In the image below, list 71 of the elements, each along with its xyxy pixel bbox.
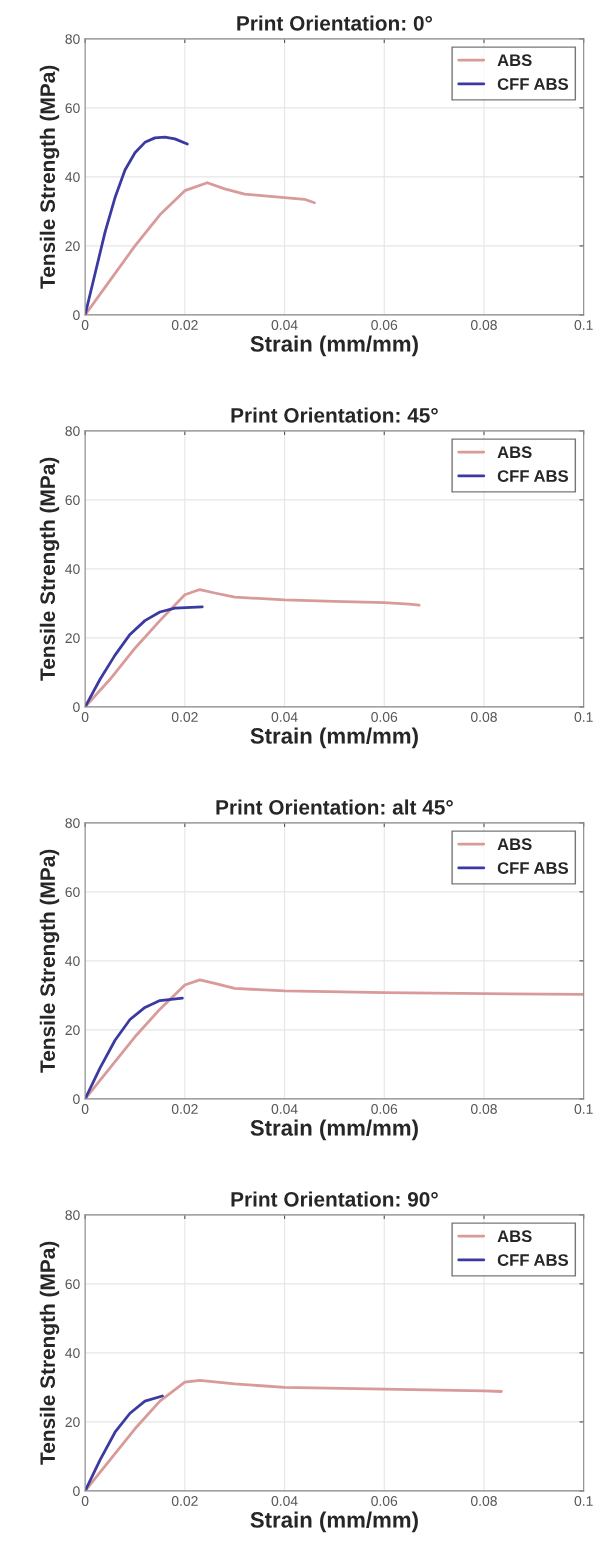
x-tick-label: 0.02: [171, 1104, 198, 1114]
x-tick-label: 0.1: [574, 320, 593, 330]
x-tick-label: 0: [81, 712, 89, 722]
y-tick-label: 80: [65, 1210, 80, 1220]
legend-label: ABS: [497, 1230, 532, 1243]
line-series: [85, 181, 316, 315]
x-tick-label: 0: [81, 1496, 89, 1506]
y-tick-label: 20: [65, 1025, 80, 1036]
x-tick-label: 0.1: [574, 1496, 593, 1506]
line-series: [85, 1379, 503, 1491]
legend-label: CFF ABS: [497, 78, 569, 90]
y-axis-title: Tensile Strength (MPa): [39, 457, 60, 681]
x-tick-label: 0.08: [471, 1104, 497, 1114]
y-axis-title: Tensile Strength (MPa): [39, 65, 60, 289]
line-series: [85, 996, 184, 1099]
y-tick-label: 60: [65, 103, 80, 114]
legend-label: CFF ABS: [497, 470, 569, 482]
x-tick-label: 0.06: [371, 712, 398, 722]
x-axis-title: Strain (mm/mm): [250, 335, 418, 357]
y-tick-label: 20: [65, 241, 80, 252]
x-tick-label: 0.08: [471, 1496, 497, 1506]
x-tick-label: 0.04: [271, 1104, 298, 1114]
y-tick-label: 40: [65, 1348, 80, 1359]
y-tick-label: 80: [65, 426, 80, 436]
line-series: [85, 135, 189, 315]
y-tick-label: 40: [65, 956, 80, 967]
y-tick-label: 20: [65, 1417, 80, 1428]
y-axis-title: Tensile Strength (MPa): [39, 1241, 60, 1465]
x-axis-title: Strain (mm/mm): [250, 727, 418, 749]
y-axis-title: Tensile Strength (MPa): [39, 849, 60, 1073]
x-tick-label: 0.08: [471, 320, 497, 330]
chart-title: Print Orientation: 0°: [237, 15, 433, 31]
x-tick-label: 0.04: [271, 712, 298, 722]
y-tick-label: 60: [65, 495, 80, 506]
x-tick-label: 0.06: [371, 320, 398, 330]
line-series: [85, 588, 421, 707]
x-tick-label: 0: [81, 320, 89, 330]
x-tick-label: 0.02: [171, 320, 198, 330]
line-series: [85, 605, 204, 707]
x-tick-label: 0.04: [271, 320, 298, 330]
x-tick-label: 0.1: [574, 712, 593, 722]
y-tick-label: 20: [65, 633, 80, 644]
x-tick-label: 0.06: [371, 1104, 398, 1114]
y-tick-label: 40: [65, 564, 80, 575]
y-tick-label: 40: [65, 172, 80, 183]
x-tick-label: 0.06: [371, 1496, 398, 1506]
x-tick-label: 0.04: [271, 1496, 298, 1506]
x-tick-label: 0: [81, 1104, 89, 1114]
line-series: [85, 1394, 164, 1491]
y-tick-label: 0: [73, 310, 80, 321]
chart-title: Print Orientation: 90°: [231, 1191, 438, 1207]
legend-label: CFF ABS: [497, 862, 569, 874]
x-tick-label: 0.02: [171, 1496, 198, 1506]
x-axis-title: Strain (mm/mm): [250, 1511, 418, 1533]
y-tick-label: 60: [65, 1279, 80, 1290]
legend-label: ABS: [497, 54, 532, 67]
y-tick-label: 80: [65, 818, 80, 828]
chart-title: Print Orientation: 45°: [231, 407, 438, 423]
x-tick-label: 0.1: [574, 1104, 593, 1114]
y-tick-label: 0: [73, 1094, 80, 1105]
x-tick-label: 0.02: [171, 712, 198, 722]
y-tick-label: 80: [65, 34, 80, 44]
chart-title: Print Orientation: alt 45°: [216, 799, 453, 815]
x-tick-label: 0.08: [471, 712, 497, 722]
legend-label: CFF ABS: [497, 1254, 569, 1266]
y-tick-label: 0: [73, 702, 80, 713]
y-tick-label: 60: [65, 887, 80, 898]
y-tick-label: 0: [73, 1486, 80, 1497]
x-axis-title: Strain (mm/mm): [250, 1119, 418, 1141]
legend-label: ABS: [497, 838, 532, 851]
legend-label: ABS: [497, 446, 532, 459]
